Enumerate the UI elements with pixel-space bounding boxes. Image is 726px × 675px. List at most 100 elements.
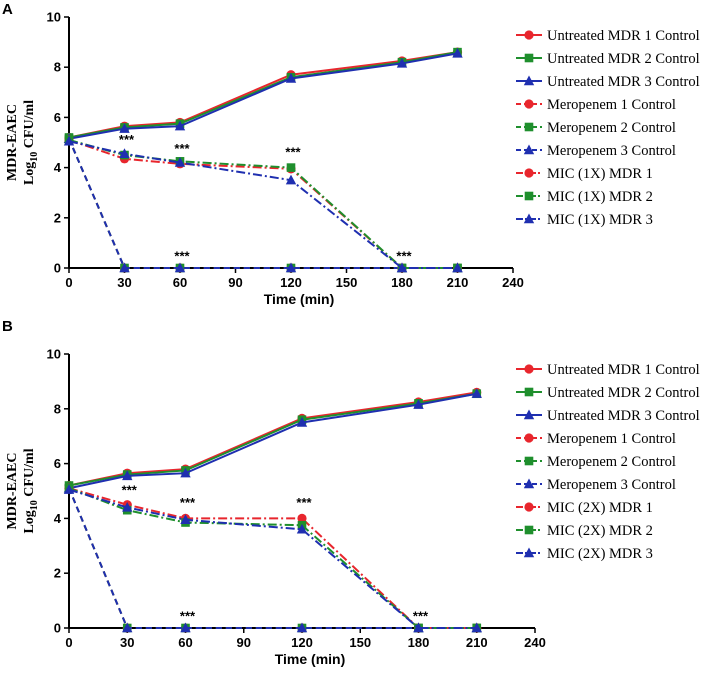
y-tick-label: 10 — [47, 10, 61, 25]
data-point — [471, 622, 482, 633]
legend-label: MIC (2X) MDR 1 — [547, 500, 653, 516]
legend-item: Meropenem 1 Control — [516, 97, 676, 113]
panel-label: A — [2, 1, 13, 18]
legend-item: Untreated MDR 2 Control — [516, 385, 700, 401]
data-point — [122, 501, 133, 512]
data-point — [296, 622, 308, 633]
legend-item: Untreated MDR 1 Control — [516, 362, 700, 378]
legend-item: Untreated MDR 2 Control — [516, 51, 700, 67]
y-tick-label: 6 — [54, 110, 61, 125]
x-tick-label: 120 — [291, 635, 313, 650]
legend-label: Meropenem 2 Control — [547, 120, 676, 136]
legend-label: MIC (2X) MDR 2 — [547, 523, 653, 539]
legend-label: Untreated MDR 3 Control — [547, 74, 700, 90]
legend-label: Untreated MDR 1 Control — [547, 362, 700, 378]
series-9 — [63, 484, 482, 633]
legend-label: MIC (1X) MDR 2 — [547, 189, 653, 205]
legend-label: Untreated MDR 2 Control — [547, 51, 700, 67]
data-point — [452, 47, 463, 58]
series-line — [68, 392, 477, 490]
data-point — [180, 467, 191, 478]
data-point — [63, 135, 75, 146]
data-point — [413, 622, 424, 633]
y-tick-label: 2 — [54, 566, 61, 581]
legend-item: Untreated MDR 3 Control — [516, 408, 700, 424]
legend-label: MIC (1X) MDR 3 — [547, 212, 653, 228]
data-point — [180, 514, 191, 524]
series-3 — [63, 47, 463, 143]
series-9 — [63, 135, 463, 273]
y-tick-label: 6 — [54, 456, 61, 471]
data-point — [471, 388, 482, 398]
legend-marker — [524, 502, 534, 512]
series-line — [68, 51, 458, 139]
data-point — [296, 523, 308, 534]
data-point — [174, 262, 186, 273]
y-tick-label: 0 — [54, 621, 61, 636]
data-point — [285, 174, 297, 185]
legend-item: Meropenem 1 Control — [516, 431, 676, 447]
legend-marker — [523, 75, 535, 86]
legend-marker — [524, 30, 534, 40]
series-line — [68, 140, 458, 269]
legend-label: Meropenem 3 Control — [547, 143, 676, 159]
legend-label: Untreated MDR 2 Control — [547, 385, 700, 401]
data-point — [174, 120, 186, 131]
data-point — [122, 622, 133, 633]
legend-marker — [524, 387, 534, 397]
data-point — [119, 148, 130, 158]
legend-label: Untreated MDR 3 Control — [547, 408, 700, 424]
x-tick-label: 60 — [173, 275, 187, 290]
legend-marker — [524, 191, 534, 201]
series-line — [68, 392, 477, 487]
legend-label: Untreated MDR 1 Control — [547, 28, 700, 44]
legend-label: MIC (1X) MDR 1 — [547, 166, 653, 182]
legend-marker — [524, 168, 534, 178]
data-point — [285, 72, 297, 83]
x-tick-label: 180 — [408, 635, 430, 650]
legend-marker — [524, 456, 534, 466]
legend-marker — [523, 409, 535, 420]
legend-item: MIC (2X) MDR 2 — [516, 523, 653, 539]
x-axis-title: Time (min) — [264, 291, 335, 307]
chart-panel-b: B 0 2 4 6 8 10 0 30 60 90 120 150 180 210 240 Time (min)… — [2, 318, 700, 667]
legend-item: Meropenem 2 Control — [516, 120, 676, 136]
legend-marker — [523, 478, 535, 489]
x-tick-label: 60 — [178, 635, 192, 650]
data-point — [396, 262, 408, 273]
data-point — [286, 163, 296, 172]
x-tick-label: 180 — [391, 275, 413, 290]
legend-item: MIC (1X) MDR 3 — [516, 212, 653, 228]
significance-annotation: *** — [174, 249, 190, 264]
x-tick-label: 210 — [466, 635, 488, 650]
series-line — [68, 488, 477, 629]
legend-marker — [523, 213, 535, 224]
data-point — [413, 399, 424, 409]
y-axis-title-subscript: 10 — [29, 152, 40, 162]
series-line — [68, 51, 458, 139]
y-axis-title-log: Log — [22, 510, 37, 533]
x-tick-label: 30 — [120, 635, 134, 650]
legend-item: MIC (2X) MDR 1 — [516, 500, 653, 516]
x-tick-label: 210 — [447, 275, 469, 290]
legend-marker — [524, 525, 534, 535]
legend-marker — [524, 99, 534, 109]
x-tick-label: 0 — [65, 275, 72, 290]
legend-item: MIC (2X) MDR 3 — [516, 546, 653, 562]
y-tick-label: 10 — [47, 347, 61, 362]
data-point — [63, 484, 75, 494]
chart-panel-a: A 0 2 4 6 8 10 0 30 60 90 120 150 180 210 240 Time (min)… — [2, 1, 700, 307]
legend-item: MIC (1X) MDR 2 — [516, 189, 653, 205]
significance-annotation: *** — [285, 145, 301, 160]
significance-annotation: *** — [180, 609, 196, 624]
x-tick-label: 150 — [349, 635, 371, 650]
x-tick-label: 90 — [237, 635, 251, 650]
legend: Untreated MDR 1 Control Untreated MDR 2 C… — [516, 28, 700, 228]
legend-label: Meropenem 1 Control — [547, 431, 676, 447]
y-axis-title-line1: MDR-EAEC — [5, 453, 20, 530]
panel-label: B — [2, 318, 13, 335]
legend-item: Meropenem 2 Control — [516, 454, 676, 470]
y-axis-title-unit: CFU/ml — [22, 100, 37, 152]
significance-annotation: *** — [396, 249, 412, 264]
significance-annotation: *** — [413, 609, 429, 624]
